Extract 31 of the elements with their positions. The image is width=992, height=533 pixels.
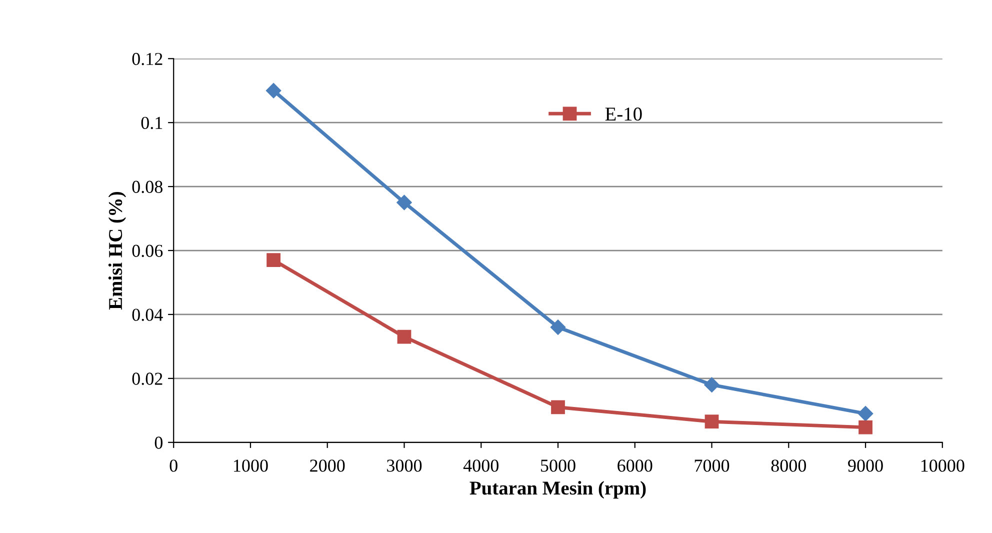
x-tick-label: 9000 (848, 460, 883, 472)
point (551, 400, 565, 414)
x-tick-label: 8000 (771, 460, 806, 472)
point (858, 406, 874, 422)
x-tick-label: 0 (170, 460, 178, 472)
x-tick-label: 4000 (463, 460, 498, 472)
point (704, 414, 719, 429)
y-tick-label: 0.1 (141, 116, 162, 130)
y-axis-title: Emisi HC (%) (108, 192, 126, 310)
x-tick-label: 3000 (387, 460, 422, 472)
x-tick-label: 2000 (310, 460, 345, 472)
point (858, 420, 872, 434)
y-tick-label: 0 (154, 436, 162, 449)
y-tick-label: 0.12 (132, 52, 162, 66)
point (266, 83, 282, 98)
legend-label: E-10 (605, 108, 642, 121)
point (397, 330, 412, 344)
point (396, 194, 412, 210)
point (550, 320, 566, 335)
y-tick-label: 0.04 (132, 308, 163, 321)
x-tick-label: 5000 (540, 460, 576, 472)
x-axis-title: Putaran Mesin (rpm) (470, 480, 646, 499)
y-tick-label: 0.08 (132, 180, 162, 194)
point (266, 253, 280, 268)
y-tick-label: 0.06 (132, 244, 163, 258)
x-tick-label: 10000 (921, 460, 964, 472)
x-tick-label: 6000 (618, 460, 652, 472)
point (704, 377, 720, 392)
x-tick-label: 7000 (694, 460, 730, 472)
y-tick-label: 0.02 (132, 372, 162, 385)
x-tick-label: 1000 (234, 460, 268, 472)
